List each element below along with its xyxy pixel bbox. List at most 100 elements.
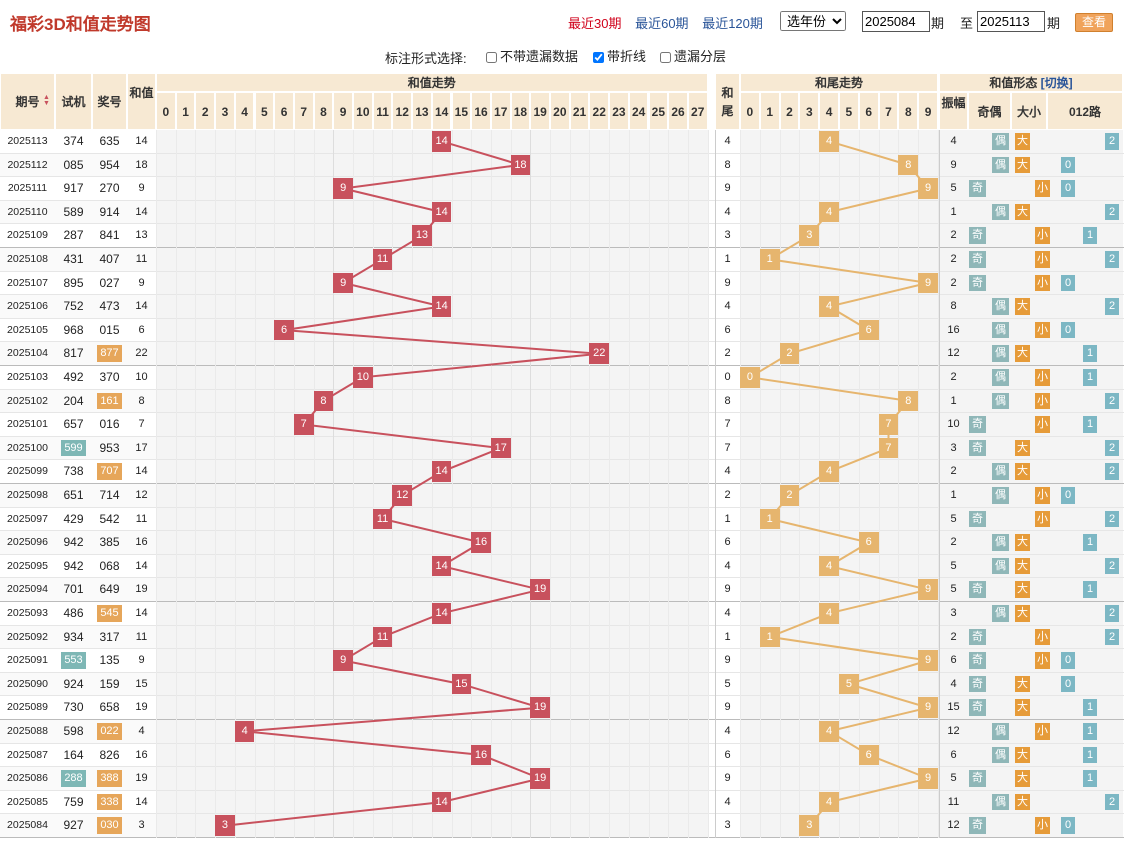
sum-hit-marker: 9 xyxy=(333,178,353,199)
period-filter: 最近30期 最近60期 最近120期 xyxy=(568,13,773,32)
header-tail-col: 3 xyxy=(799,92,820,130)
row-sum: 16 xyxy=(135,536,148,549)
sum-hit-marker: 14 xyxy=(431,296,452,317)
row-trial: 589 xyxy=(63,204,84,219)
odd-even-badge: 偶 xyxy=(992,793,1009,811)
row-amp: 3 xyxy=(950,607,957,619)
road-badge: 0 xyxy=(1061,487,1075,504)
road-badge: 1 xyxy=(1083,345,1097,362)
odd-even-badge: 奇 xyxy=(969,770,986,787)
road-badge: 0 xyxy=(1061,652,1075,669)
row-prize: 027 xyxy=(99,275,120,290)
tail-hit-marker: 7 xyxy=(878,437,899,459)
sum-hit-marker: 3 xyxy=(215,815,235,836)
tail-hit-marker: 9 xyxy=(918,650,938,671)
row-prize: 270 xyxy=(99,181,120,196)
sum-col-line xyxy=(550,130,551,838)
row-tail: 4 xyxy=(724,205,731,218)
road-badge: 2 xyxy=(1105,203,1119,221)
option-layer[interactable]: 遗漏分层 xyxy=(660,46,726,65)
row-sum: 14 xyxy=(135,795,148,808)
row-prize: 022 xyxy=(97,723,122,740)
big-small-badge: 大 xyxy=(1015,156,1030,174)
row-tail: 8 xyxy=(724,158,731,171)
header-sum-col: 9 xyxy=(333,92,353,130)
odd-even-badge: 偶 xyxy=(992,463,1009,480)
row-amp: 2 xyxy=(950,630,957,643)
tail-hit-marker: 4 xyxy=(819,555,839,577)
row-sum: 19 xyxy=(135,772,148,785)
tail-hit-marker: 3 xyxy=(799,225,820,246)
tail-col-line xyxy=(740,130,741,838)
big-small-badge: 大 xyxy=(1015,675,1030,693)
sum-col-line xyxy=(707,130,709,838)
view-button[interactable]: 查看 xyxy=(1075,13,1113,32)
period-120-link[interactable]: 最近120期 xyxy=(702,16,763,31)
odd-even-badge: 奇 xyxy=(969,180,986,197)
odd-even-badge: 奇 xyxy=(969,274,986,292)
row-tail: 1 xyxy=(724,253,731,265)
header-sum-col: 22 xyxy=(589,92,610,130)
road-badge: 1 xyxy=(1083,369,1097,386)
period-30-link[interactable]: 最近30期 xyxy=(568,16,622,31)
row-sum: 9 xyxy=(138,654,145,667)
row-trial: 738 xyxy=(63,464,84,479)
row-trial: 598 xyxy=(63,724,84,738)
row-issue: 2025113 xyxy=(7,135,48,147)
row-tail: 4 xyxy=(724,559,731,572)
header-sum-trend: 和值走势 xyxy=(156,73,708,92)
row-stripe xyxy=(0,484,156,507)
tail-hit-marker: 5 xyxy=(839,673,859,695)
top-bar: 福彩3D和值走势图 最近30期 最近60期 最近120期 选年份 期 至 期 查… xyxy=(0,0,1124,42)
row-prize: 015 xyxy=(99,322,120,337)
tail-col-line xyxy=(759,130,761,838)
road-badge: 2 xyxy=(1105,557,1119,575)
sum-col-line xyxy=(392,130,394,838)
road-badge: 2 xyxy=(1105,628,1119,646)
row-sum: 15 xyxy=(135,677,148,690)
layer-checkbox[interactable] xyxy=(660,52,671,63)
option-line[interactable]: 带折线 xyxy=(593,46,646,65)
odd-even-badge: 奇 xyxy=(969,227,986,244)
row-prize: 473 xyxy=(99,299,120,314)
tail-hit-marker: 4 xyxy=(819,791,839,813)
road-badge: 0 xyxy=(1061,180,1075,197)
road-badge: 2 xyxy=(1105,605,1119,622)
switch-link[interactable]: [切换] xyxy=(1040,76,1073,90)
option-label: 标注形式选择: xyxy=(385,51,467,66)
big-small-badge: 大 xyxy=(1015,793,1030,811)
sum-hit-marker: 19 xyxy=(530,768,550,789)
row-issue: 2025108 xyxy=(7,253,48,265)
row-issue: 2025104 xyxy=(7,347,48,360)
tail-col-line xyxy=(839,130,840,838)
header-sum-col: 1 xyxy=(175,92,196,130)
big-small-badge: 小 xyxy=(1035,369,1050,386)
line-checkbox[interactable] xyxy=(593,52,604,63)
start-issue-input[interactable] xyxy=(862,11,930,32)
row-prize: 635 xyxy=(99,134,120,148)
option-no-miss[interactable]: 不带遗漏数据 xyxy=(486,46,578,65)
period-60-link[interactable]: 最近60期 xyxy=(635,16,689,31)
year-select[interactable]: 选年份 xyxy=(780,11,846,31)
header-tail-col: 6 xyxy=(858,92,879,130)
header-tail-col: 5 xyxy=(839,92,859,130)
sort-icon[interactable]: ▲ ▼ xyxy=(43,94,50,107)
row-prize: 954 xyxy=(99,157,120,172)
tail-hit-marker: 4 xyxy=(819,721,839,742)
end-issue-input[interactable] xyxy=(977,11,1045,32)
road-badge: 0 xyxy=(1061,274,1075,292)
sum-hit-marker: 9 xyxy=(333,272,353,294)
no-miss-checkbox[interactable] xyxy=(486,52,497,63)
big-small-badge: 小 xyxy=(1035,487,1050,504)
tail-hit-marker: 0 xyxy=(740,367,760,388)
row-prize: 030 xyxy=(97,817,122,834)
odd-even-badge: 偶 xyxy=(992,369,1009,386)
sum-hit-marker: 17 xyxy=(490,437,511,459)
row-sum: 7 xyxy=(138,418,145,431)
odd-even-badge: 奇 xyxy=(969,675,986,693)
header-amp: 振幅 xyxy=(939,92,968,130)
row-issue: 2025087 xyxy=(7,748,48,761)
tail-col-line xyxy=(898,130,900,838)
odd-even-badge: 奇 xyxy=(969,416,986,433)
tail-hit-marker: 1 xyxy=(759,249,780,270)
